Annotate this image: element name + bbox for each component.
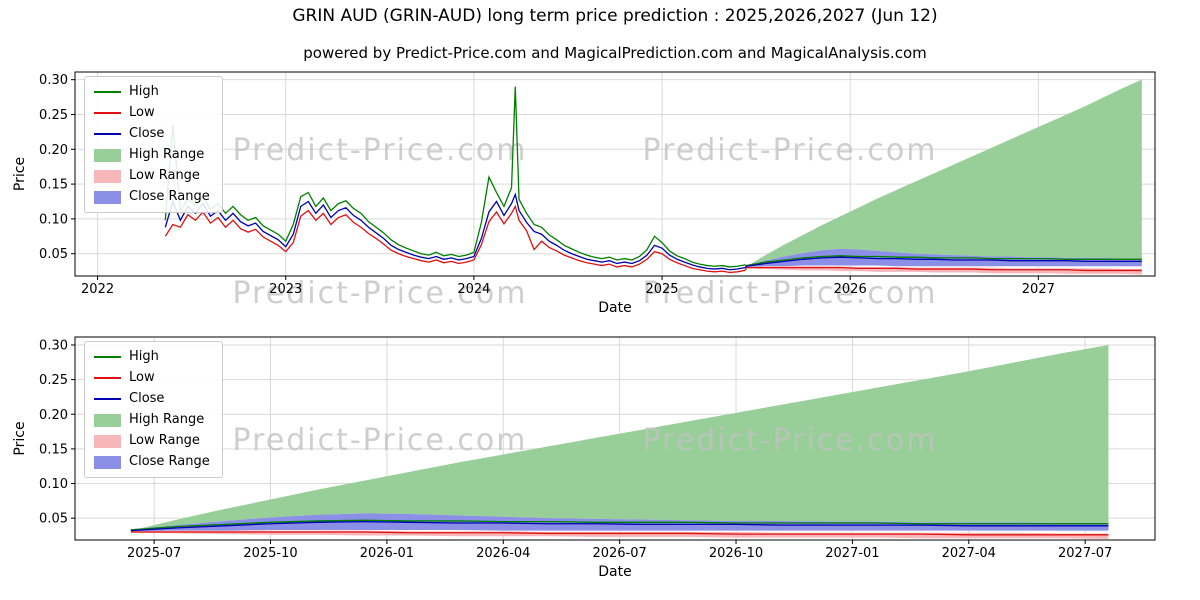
legend-patch-swatch-high_range (94, 148, 121, 162)
x-tick-label: 2025 (645, 282, 678, 297)
price-history-forecast-chart: Predict-Price.com Predict-Price.com Predic… (12, 71, 1156, 316)
y-tick-label: 0.15 (39, 442, 68, 457)
legend-label: High (129, 349, 159, 364)
chart-subtitle: powered by Predict-Price.com and Magical… (303, 44, 927, 62)
x-tick-label: 2026-04 (476, 546, 530, 561)
y-tick-label: 0.05 (39, 247, 68, 262)
legend-label: Low Range (129, 433, 200, 448)
legend-label: Low (129, 105, 155, 120)
x-tick-label: 2026 (834, 282, 867, 297)
x-axis-ticks: 2025-07 2025-10 2026-01 2026-04 2026-07 2026-… (127, 540, 1112, 561)
legend-line-swatch-close (94, 398, 121, 400)
y-axis-label: Price (12, 157, 28, 191)
y-tick-label: 0.05 (39, 512, 68, 527)
x-tick-label: 2026-01 (360, 546, 414, 561)
y-tick-label: 0.15 (39, 178, 68, 193)
y-tick-label: 0.30 (39, 73, 68, 88)
legend-line-swatch-high (94, 91, 121, 93)
legend-item-low: Low (94, 105, 210, 121)
x-tick-label: 2027-07 (1058, 546, 1112, 561)
y-axis-label: Price (12, 421, 28, 455)
watermark-text: Predict-Price.com (233, 133, 528, 168)
legend-patch-swatch-close_range (94, 455, 121, 469)
x-tick-label: 2026-10 (709, 546, 763, 561)
legend-patch-swatch-low_range (94, 434, 121, 448)
legend-label: Close Range (129, 454, 210, 469)
watermark-text: Predict-Price.com (643, 276, 938, 311)
high-range-band (746, 79, 1142, 267)
y-tick-label: 0.25 (39, 373, 68, 388)
plot-border (74, 336, 1156, 541)
close-line (164, 192, 1142, 271)
x-tick-label: 2026-07 (592, 546, 646, 561)
price-forecast-detail-chart: Predict-Price.com Predict-Price.com 2025-0… (12, 336, 1156, 580)
low-line (130, 531, 1109, 536)
legend: High Low Close High Range Low Range Close Ran… (84, 76, 223, 213)
legend-item-low-range: Low Range (94, 433, 210, 449)
x-tick-label: 2027 (1022, 282, 1055, 297)
close-line (130, 520, 1109, 532)
high-line (164, 86, 1142, 268)
y-tick-label: 0.10 (39, 477, 68, 492)
plot-border (74, 71, 1156, 277)
legend-item-high: High (94, 349, 210, 365)
watermark-text: Predict-Price.com (233, 276, 528, 311)
legend-line-swatch-low (94, 377, 121, 379)
x-tick-label: 2027-01 (825, 546, 879, 561)
legend-patch-swatch-low_range (94, 169, 121, 183)
chart-title: GRIN AUD (GRIN-AUD) long term price pred… (292, 6, 938, 26)
legend-line-swatch-close (94, 133, 121, 135)
legend-label: Close Range (129, 189, 210, 204)
y-tick-label: 0.30 (39, 338, 68, 353)
legend-line-swatch-high (94, 356, 121, 358)
low-line (164, 204, 1142, 274)
y-tick-label: 0.20 (39, 408, 68, 423)
legend-item-close-range: Close Range (94, 454, 210, 470)
legend-label: High Range (129, 412, 205, 427)
watermark-text: Predict-Price.com (643, 133, 938, 168)
watermark-text: Predict-Price.com (643, 423, 938, 458)
watermark-text: Predict-Price.com (233, 423, 528, 458)
legend-line-swatch-low (94, 112, 121, 114)
legend-label: Low (129, 370, 155, 385)
x-tick-label: 2025-07 (127, 546, 181, 561)
legend-label: Close (129, 126, 165, 141)
x-tick-label: 2027-04 (942, 546, 996, 561)
legend-label: High Range (129, 147, 205, 162)
legend-item-close: Close (94, 126, 210, 142)
y-axis-ticks: 0.05 0.10 0.15 0.20 0.25 0.30 (39, 73, 75, 262)
x-tick-label: 2022 (81, 282, 114, 297)
legend: High Low Close High Range Low Range Close Ran… (84, 341, 223, 478)
y-tick-label: 0.25 (39, 108, 68, 123)
x-tick-label: 2024 (457, 282, 490, 297)
x-tick-label: 2025-10 (243, 546, 297, 561)
y-tick-label: 0.20 (39, 143, 68, 158)
legend-item-low-range: Low Range (94, 168, 210, 184)
y-axis-ticks: 0.05 0.10 0.15 0.20 0.25 0.30 (39, 338, 75, 527)
legend-item-close: Close (94, 391, 210, 407)
legend-label: Close (129, 391, 165, 406)
legend-item-high: High (94, 84, 210, 100)
y-tick-label: 0.10 (39, 212, 68, 227)
legend-patch-swatch-high_range (94, 413, 121, 427)
legend-patch-swatch-close_range (94, 190, 121, 204)
legend-label: High (129, 84, 159, 99)
x-axis-ticks: 2022 2023 2024 2025 2026 2027 (81, 276, 1055, 297)
x-tick-label: 2023 (269, 282, 302, 297)
legend-item-high-range: High Range (94, 147, 210, 163)
legend-item-high-range: High Range (94, 412, 210, 428)
legend-item-close-range: Close Range (94, 189, 210, 205)
x-axis-label: Date (598, 300, 631, 316)
high-range-band (130, 344, 1109, 531)
legend-item-low: Low (94, 370, 210, 386)
legend-label: Low Range (129, 168, 200, 183)
x-axis-label: Date (598, 564, 631, 580)
high-line (130, 519, 1109, 531)
